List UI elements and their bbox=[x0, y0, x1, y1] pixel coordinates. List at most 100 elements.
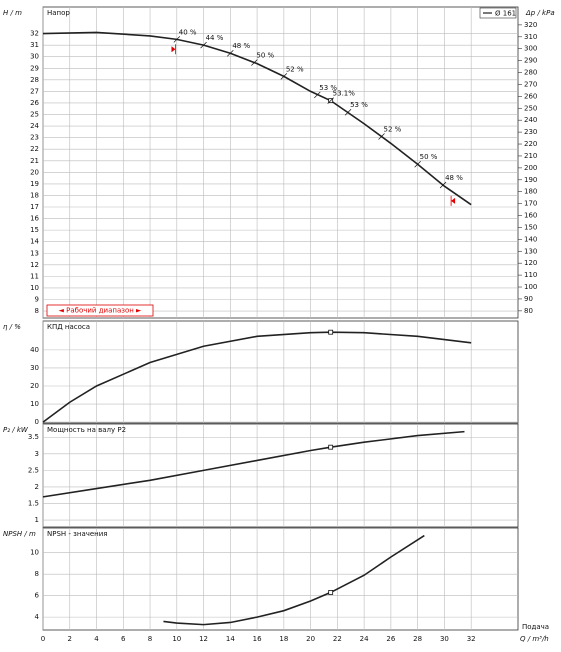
y-tick-label: 10 bbox=[30, 400, 39, 408]
y-tick-label: 2 bbox=[35, 483, 39, 491]
x-tick-label: 6 bbox=[121, 635, 126, 643]
y-tick-label: 0 bbox=[35, 418, 39, 426]
y-tick-label: 8 bbox=[35, 570, 39, 578]
curve bbox=[163, 534, 425, 626]
x-tick-label: 8 bbox=[148, 635, 152, 643]
x-tick-label: 28 bbox=[413, 635, 422, 643]
range-marker bbox=[171, 46, 176, 53]
efficiency-label: 48 % bbox=[232, 42, 250, 50]
panel-frame bbox=[42, 6, 519, 319]
efficiency-tick bbox=[200, 41, 207, 49]
y2-tick-label: 230 bbox=[524, 128, 537, 136]
efficiency-tick bbox=[439, 181, 447, 189]
x-tick-label: 2 bbox=[68, 635, 72, 643]
x-tick-label: 0 bbox=[41, 635, 45, 643]
efficiency-label: 52 % bbox=[384, 125, 402, 133]
efficiency-label: 50 % bbox=[420, 153, 438, 161]
y2-tick-label: 130 bbox=[524, 247, 537, 255]
y2-tick-label: 170 bbox=[524, 200, 537, 208]
x-tick-label: 32 bbox=[467, 635, 476, 643]
y-tick-label: 21 bbox=[30, 157, 39, 165]
efficiency-tick bbox=[280, 73, 288, 80]
panel-frame bbox=[42, 527, 519, 631]
y-tick-label: 29 bbox=[30, 64, 39, 72]
curve bbox=[42, 31, 472, 206]
y2-tick-label: 250 bbox=[524, 104, 537, 112]
y-tick-label: 24 bbox=[30, 122, 39, 130]
efficiency-tick bbox=[173, 36, 181, 43]
x-tick-label: 22 bbox=[333, 635, 342, 643]
legend-label: Ø 161 bbox=[495, 10, 516, 18]
y2-tick-label: 100 bbox=[524, 283, 537, 291]
y-tick-label: 14 bbox=[30, 238, 39, 246]
range-label: ◄ Рабочий диапазон ► bbox=[59, 307, 143, 315]
x-tick-label: 20 bbox=[306, 635, 315, 643]
y2-tick-label: 300 bbox=[524, 45, 537, 53]
y2-tick-label: 120 bbox=[524, 259, 537, 267]
efficiency-label: 53 % bbox=[319, 84, 337, 92]
efficiency-tick bbox=[414, 160, 421, 168]
y-tick-label: 26 bbox=[30, 99, 39, 107]
efficiency-label: 40 % bbox=[179, 28, 197, 36]
x-tick-label: 26 bbox=[386, 635, 395, 643]
y-tick-label: 10 bbox=[30, 284, 39, 292]
curve bbox=[42, 331, 472, 423]
efficiency-label: 53 % bbox=[350, 101, 368, 109]
y2-tick-label: 320 bbox=[524, 21, 537, 29]
efficiency-label: 52 % bbox=[286, 65, 304, 73]
y-tick-label: 4 bbox=[35, 613, 40, 621]
y2-tick-label: 280 bbox=[524, 69, 537, 77]
y-tick-label: 8 bbox=[35, 307, 39, 315]
efficiency-tick bbox=[344, 108, 352, 116]
panel-title: Напор bbox=[47, 9, 70, 17]
y-axis-label: H / m bbox=[3, 9, 22, 17]
x-tick-label: 14 bbox=[226, 635, 235, 643]
y-tick-label: 16 bbox=[30, 215, 39, 223]
y-tick-label: 12 bbox=[30, 261, 39, 269]
y2-tick-label: 150 bbox=[524, 223, 537, 231]
y2-tick-label: 140 bbox=[524, 235, 537, 243]
y-tick-label: 30 bbox=[30, 53, 39, 61]
x-tick-label: 30 bbox=[440, 635, 449, 643]
efficiency-tick bbox=[378, 133, 385, 140]
efficiency-tick bbox=[327, 97, 334, 104]
y-tick-label: 9 bbox=[35, 296, 39, 304]
efficiency-label: 53.1% bbox=[333, 90, 356, 98]
y-axis-label: P₂ / kW bbox=[3, 426, 29, 434]
x-tick-label: 18 bbox=[279, 635, 288, 643]
efficiency-label: 48 % bbox=[445, 174, 463, 182]
y-tick-label: 11 bbox=[30, 272, 39, 280]
efficiency-tick bbox=[251, 59, 258, 66]
y-tick-label: 19 bbox=[30, 180, 39, 188]
operating-point bbox=[328, 444, 334, 450]
y2-tick-label: 160 bbox=[524, 212, 537, 220]
y-tick-label: 30 bbox=[30, 364, 39, 372]
y-tick-label: 22 bbox=[30, 145, 39, 153]
operating-point bbox=[328, 590, 334, 595]
x-tick-label: 16 bbox=[253, 635, 262, 643]
y-tick-label: 25 bbox=[30, 111, 39, 119]
x-tick-label: 12 bbox=[199, 635, 208, 643]
y-tick-label: 28 bbox=[30, 76, 39, 84]
y2-tick-label: 180 bbox=[524, 188, 537, 196]
y2-tick-label: 90 bbox=[524, 295, 533, 303]
y-tick-label: 2.5 bbox=[28, 466, 39, 474]
y2-tick-label: 310 bbox=[524, 33, 537, 41]
y-tick-label: 20 bbox=[30, 382, 39, 390]
panel-frame bbox=[42, 423, 519, 528]
y-tick-label: 27 bbox=[30, 87, 39, 95]
panel-title: NPSH - значения bbox=[47, 530, 108, 538]
y2-tick-label: 200 bbox=[524, 164, 537, 172]
y-tick-label: 18 bbox=[30, 191, 39, 199]
y-tick-label: 20 bbox=[30, 168, 39, 176]
y-tick-label: 23 bbox=[30, 134, 39, 142]
panel-title: Мощность на валу P2 bbox=[47, 426, 126, 434]
y-tick-label: 3.5 bbox=[28, 433, 39, 441]
efficiency-tick bbox=[227, 49, 234, 57]
operating-point bbox=[328, 329, 334, 335]
curve bbox=[42, 430, 465, 498]
y2-tick-label: 210 bbox=[524, 152, 537, 160]
y2-tick-label: 270 bbox=[524, 80, 537, 88]
x-tick-label: 4 bbox=[94, 635, 99, 643]
y-tick-label: 3 bbox=[35, 450, 39, 458]
